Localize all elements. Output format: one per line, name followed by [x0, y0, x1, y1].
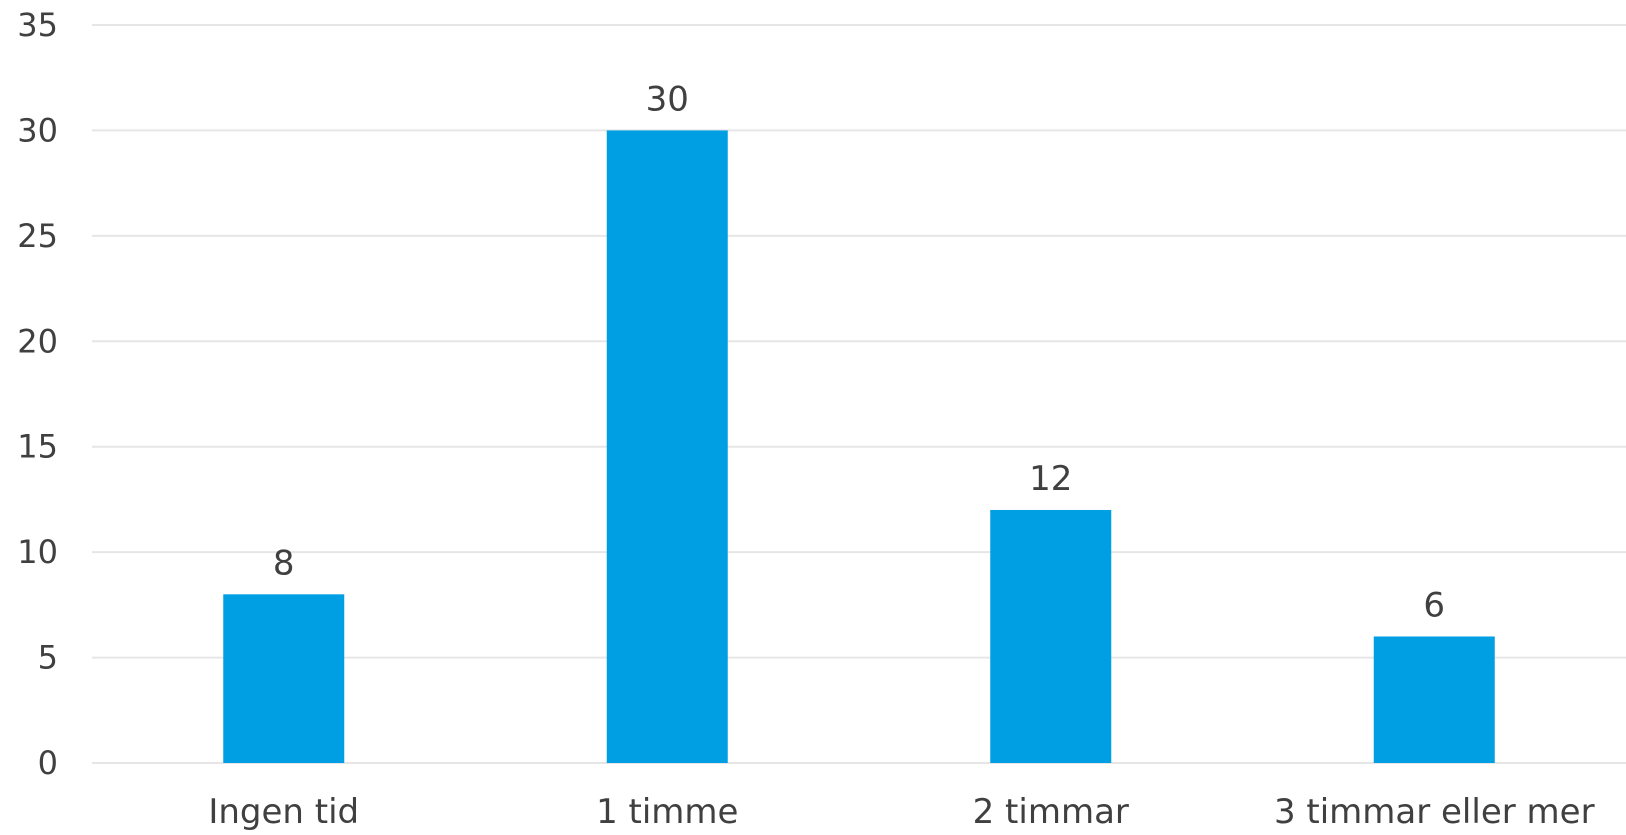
- data-label-1: 8: [273, 543, 295, 583]
- bars: [223, 130, 1495, 763]
- gridlines: [92, 24, 1626, 764]
- x-category-label-2: 1 timme: [596, 792, 738, 832]
- bar-1: [223, 594, 345, 763]
- y-tick-label-10: 10: [17, 533, 58, 571]
- y-tick-label-0: 0: [38, 744, 58, 782]
- y-tick-label-35: 35: [17, 6, 58, 44]
- bar-3: [990, 509, 1112, 763]
- x-category-label-1: Ingen tid: [208, 792, 359, 832]
- x-category-label-3: 2 timmar: [973, 792, 1129, 832]
- y-tick-label-25: 25: [17, 217, 58, 255]
- y-tick-label-20: 20: [17, 322, 58, 360]
- bar-2: [606, 130, 728, 763]
- y-tick-label-5: 5: [38, 639, 58, 677]
- y-tick-label-30: 30: [17, 111, 58, 149]
- data-label-2: 30: [646, 79, 689, 119]
- y-axis-ticks: 0 5 10 15 20 25 30 35: [17, 6, 58, 782]
- bar-4: [1373, 636, 1495, 763]
- y-tick-label-15: 15: [17, 428, 58, 466]
- data-label-4: 6: [1423, 585, 1445, 625]
- data-label-3: 12: [1029, 459, 1072, 499]
- x-category-label-4: 3 timmar eller mer: [1274, 792, 1595, 832]
- x-axis-categories: Ingen tid 1 timme 2 timmar 3 timmar eller m…: [208, 792, 1594, 832]
- data-labels: 8 30 12 6: [273, 79, 1445, 625]
